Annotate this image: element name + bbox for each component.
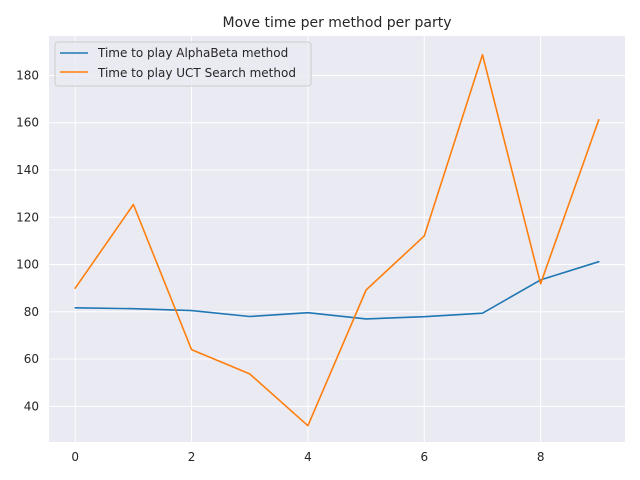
x-tick-label: 6 <box>420 450 428 464</box>
series-line-0 <box>74 260 600 320</box>
x-tick-label: 0 <box>71 450 79 464</box>
series-line-1 <box>74 53 600 427</box>
y-tick-label: 160 <box>16 116 39 130</box>
legend-label-alphabeta: Time to play AlphaBeta method <box>97 46 288 60</box>
y-tick-label: 120 <box>16 210 39 224</box>
plot-area <box>49 36 625 442</box>
grid-lines <box>49 36 625 442</box>
x-tick-label: 4 <box>304 450 312 464</box>
y-tick-label: 140 <box>16 163 39 177</box>
x-tick-label: 8 <box>537 450 545 464</box>
y-tick-labels: 40 60 80 100 120 140 160 180 <box>16 68 39 413</box>
y-tick-label: 40 <box>24 399 39 413</box>
y-tick-label: 80 <box>24 305 39 319</box>
legend-label-uct: Time to play UCT Search method <box>97 66 296 80</box>
chart-title: Move time per method per party <box>223 15 452 31</box>
y-tick-label: 100 <box>16 258 39 272</box>
y-tick-label: 180 <box>16 68 39 82</box>
legend-box <box>54 41 312 87</box>
y-tick-label: 60 <box>24 352 39 366</box>
series-lines <box>74 53 600 427</box>
x-tick-labels: 0 2 4 6 8 <box>71 450 544 464</box>
x-tick-label: 2 <box>188 450 196 464</box>
legend: Time to play AlphaBeta method Time to pl… <box>54 41 312 87</box>
